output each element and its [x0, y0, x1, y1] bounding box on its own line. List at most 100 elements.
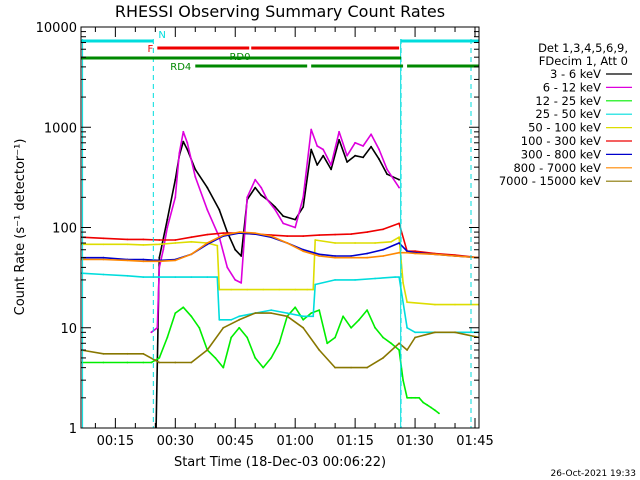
series-point: [430, 406, 432, 409]
series-point: [358, 318, 360, 321]
series-point: [254, 357, 257, 359]
x-tick-label: 00:30: [157, 434, 194, 449]
series-point: [302, 235, 305, 238]
series-point: [166, 218, 169, 221]
series-point: [366, 309, 368, 311]
series-point: [206, 233, 209, 236]
series-point: [246, 196, 249, 199]
series-point: [306, 288, 309, 291]
series-point: [434, 253, 436, 256]
series-point: [194, 176, 197, 178]
series-point: [354, 141, 356, 144]
series-point: [102, 243, 105, 246]
series-point: [270, 235, 273, 238]
series-point: [240, 255, 243, 257]
series-point: [206, 276, 209, 278]
y-tick-label: 10: [60, 322, 77, 337]
series-point: [126, 238, 129, 241]
series-point: [214, 357, 217, 359]
series-point: [260, 186, 263, 189]
series-point: [182, 130, 185, 133]
series-point: [422, 401, 424, 404]
series-point: [126, 274, 129, 277]
series-point: [318, 255, 321, 257]
legend-entry-label: 50 - 100 keV: [528, 121, 601, 135]
series-point: [342, 315, 344, 318]
series-point: [238, 326, 241, 329]
series-point: [338, 130, 340, 133]
series-point: [386, 168, 388, 171]
series-point: [406, 326, 408, 329]
series-point: [182, 140, 185, 143]
series-point: [126, 361, 129, 364]
series-point: [398, 222, 400, 225]
series-point: [322, 148, 325, 151]
series-point: [362, 145, 364, 147]
x-axis-label: Start Time (18-Dec-03 00:06:22): [174, 455, 386, 470]
series-point: [226, 266, 229, 269]
series-point: [142, 244, 145, 246]
series-point: [314, 283, 317, 286]
chart-title: RHESSI Observing Summary Count Rates: [115, 2, 445, 21]
series-point: [318, 253, 321, 256]
series-point: [194, 168, 197, 171]
series-point: [126, 259, 129, 262]
series-point: [310, 148, 313, 151]
series-point: [186, 148, 189, 151]
series-point: [190, 236, 193, 239]
series-point: [330, 164, 332, 166]
series-point: [230, 288, 233, 291]
series-point: [378, 158, 380, 161]
series-point: [230, 318, 233, 321]
series-point: [350, 233, 352, 236]
series-point: [414, 396, 416, 399]
y-axis-label: Count Rate (s⁻¹ detector⁻¹): [13, 139, 28, 316]
series-point: [260, 194, 263, 197]
series-point: [274, 206, 277, 208]
series-point: [334, 233, 336, 236]
series-point: [302, 326, 305, 329]
series-point: [438, 412, 440, 415]
series-point: [190, 361, 193, 364]
series-point: [414, 331, 416, 334]
series-point: [158, 357, 161, 359]
series-point: [216, 244, 219, 247]
series-point: [278, 342, 281, 345]
series-point: [158, 260, 161, 263]
series-point: [286, 312, 289, 314]
series-point: [294, 288, 297, 291]
series-point: [102, 352, 105, 355]
flag-label-f: F: [148, 44, 154, 55]
series-point: [402, 379, 404, 382]
series-point: [150, 361, 153, 364]
series-point: [316, 164, 319, 166]
series-point: [286, 235, 289, 238]
x-tick-label: 01:30: [396, 434, 433, 449]
axis-layer: 1 10 100 1000 10000 00:15 00:30 00:45 01:00 01:15…: [36, 21, 494, 449]
legend-header: Det 1,3,4,5,6,9,: [538, 41, 628, 55]
series-point: [182, 306, 185, 309]
series-point: [374, 326, 376, 329]
series-point: [354, 242, 356, 244]
series-point: [334, 256, 336, 259]
series-point: [158, 276, 161, 278]
series-point: [190, 315, 193, 318]
series-point: [382, 248, 384, 251]
series-point: [216, 276, 219, 278]
series-point: [338, 138, 340, 141]
series-point: [374, 277, 376, 280]
series-point: [174, 361, 177, 364]
series-point: [102, 258, 105, 261]
series-point: [382, 255, 384, 257]
series-point: [102, 361, 105, 364]
series-point: [234, 279, 237, 281]
series-point: [334, 366, 336, 369]
legend-entry-label: 300 - 800 keV: [521, 147, 601, 161]
series-point: [254, 312, 257, 314]
series-point: [174, 242, 177, 244]
series-point: [178, 152, 181, 155]
series-point: [366, 256, 368, 259]
series-point: [434, 303, 436, 306]
series-point: [394, 276, 396, 278]
legend-entry-label: 25 - 50 keV: [535, 107, 601, 121]
